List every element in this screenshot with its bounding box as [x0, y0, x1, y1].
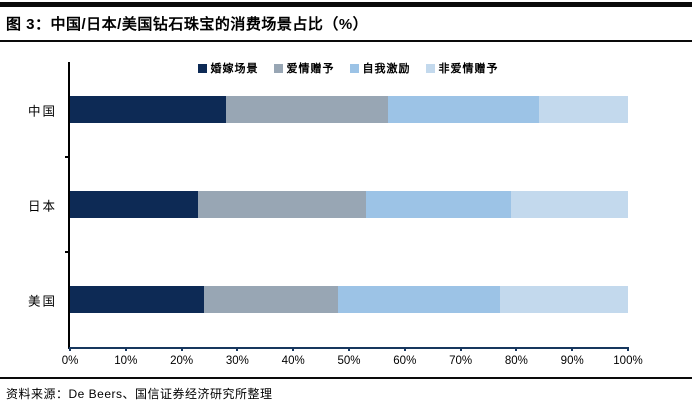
bar-segment-非爱情赠予 — [538, 96, 628, 123]
y-axis-tick — [65, 250, 70, 253]
category-label: 中国 — [27, 104, 57, 118]
chart-plot-area: 中国日本美国 0% 10% 20% 30% 40% 50% 60% 70% 80% 90% 100% — [28, 62, 643, 367]
legend-item-1: 爱情赠予 — [273, 60, 335, 76]
legend-label: 自我激励 — [362, 63, 411, 75]
bar-segment-自我激励 — [337, 286, 500, 313]
legend-swatch-icon — [273, 63, 283, 73]
x-axis-tick — [180, 347, 183, 351]
x-axis-label: 20% — [170, 355, 194, 367]
x-axis-tick — [348, 347, 350, 351]
x-axis-tick — [515, 347, 518, 351]
chart-legend: 婚嫁场景 爱情赠予 自我激励 非爱情赠予 — [68, 59, 628, 77]
bar-segment-非爱情赠予 — [499, 286, 628, 313]
bar-segment-婚嫁场景 — [70, 191, 199, 218]
bar-segment-婚嫁场景 — [70, 96, 227, 123]
x-axis-label: 0% — [61, 355, 79, 367]
x-axis-label: 50% — [337, 355, 361, 367]
bar-segment-自我激励 — [388, 96, 539, 123]
category-label: 日本 — [27, 199, 57, 213]
stacked-bar-chart: 婚嫁场景 爱情赠予 自我激励 非爱情赠予 中国日本美国 0% 10% 20% 30% 40% 5… — [0, 42, 692, 377]
legend-label: 婚嫁场景 — [210, 63, 259, 75]
x-axis-label: 60% — [393, 355, 417, 367]
x-axis-label: 90% — [560, 355, 584, 367]
bar-track — [70, 96, 628, 123]
x-axis-tick — [69, 347, 71, 351]
y-axis-tick — [65, 155, 70, 158]
bar-rows: 中国 日本 美国 — [28, 62, 628, 347]
x-axis-label: 100% — [613, 355, 643, 367]
category-label: 美国 — [27, 294, 57, 308]
figure-title-row: 图 3：中国/日本/美国钻石珠宝的消费场景占比（%） — [0, 7, 692, 42]
bar-row-0: 中国 — [28, 96, 628, 123]
figure-title: 图 3：中国/日本/美国钻石珠宝的消费场景占比（%） — [6, 16, 369, 33]
source-row: 资料来源：De Beers、国信证券经济研究所整理 — [0, 377, 692, 409]
bar-row-1: 日本 — [28, 191, 628, 218]
legend-label: 非爱情赠予 — [438, 63, 499, 75]
x-axis-tick — [571, 347, 574, 351]
source-note: 资料来源：De Beers、国信证券经济研究所整理 — [6, 387, 273, 401]
x-axis-label: 10% — [114, 355, 138, 367]
x-axis-tick — [459, 347, 462, 351]
x-axis-label: 30% — [225, 355, 249, 367]
bar-segment-非爱情赠予 — [510, 191, 628, 218]
top-accent-rule — [0, 2, 692, 7]
x-axis-label: 40% — [281, 355, 305, 367]
legend-item-2: 自我激励 — [349, 60, 411, 76]
bar-segment-爱情赠予 — [198, 191, 366, 218]
bar-row-2: 美国 — [28, 286, 628, 313]
bar-segment-爱情赠予 — [203, 286, 338, 313]
bar-track — [70, 191, 628, 218]
legend-swatch-icon — [197, 63, 207, 73]
legend-label: 爱情赠予 — [286, 63, 335, 75]
legend-item-0: 婚嫁场景 — [197, 60, 259, 76]
bar-track — [70, 286, 628, 313]
x-axis-tick — [292, 347, 295, 351]
legend-swatch-icon — [425, 63, 435, 73]
legend-item-3: 非爱情赠予 — [425, 60, 499, 76]
x-axis-label: 80% — [504, 355, 528, 367]
x-axis-tick — [627, 347, 629, 351]
bar-segment-自我激励 — [365, 191, 511, 218]
x-axis-tick — [403, 347, 406, 351]
bar-segment-婚嫁场景 — [70, 286, 204, 313]
bar-segment-爱情赠予 — [226, 96, 389, 123]
x-axis-tick — [124, 347, 127, 351]
legend-swatch-icon — [349, 63, 359, 73]
x-axis-label: 70% — [449, 355, 473, 367]
x-axis-tick — [236, 347, 239, 351]
